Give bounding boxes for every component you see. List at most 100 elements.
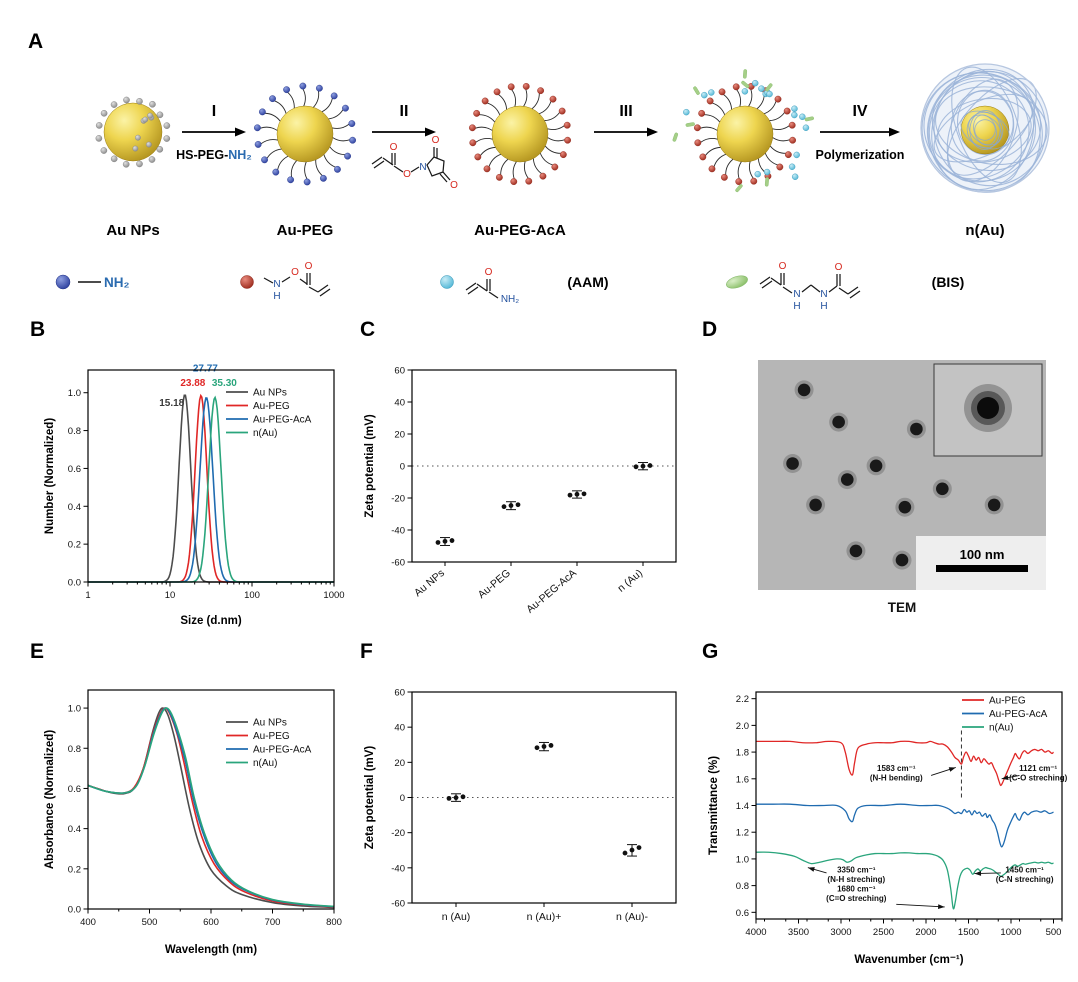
nanoparticle — [809, 498, 822, 512]
data-point — [636, 845, 642, 851]
y-tick-label: 60 — [394, 366, 405, 377]
au-peg-sphere — [254, 82, 356, 186]
legend-label: Au-PEG — [989, 696, 1026, 707]
atom-o: O — [432, 135, 440, 146]
legend-label: Au-PEG-AcA — [253, 745, 312, 756]
category-label: n (Au)+ — [527, 911, 562, 923]
y-axis-label: Absorbance (Normalized) — [44, 730, 56, 869]
annotation-text: 1583 cm⁻¹ — [877, 764, 916, 773]
chart-canvas-B: 15.18 23.88 27.77 35.30 Au NPs Au-PEG Au-PEG-A… — [44, 364, 345, 627]
peak-label: 27.77 — [193, 364, 218, 375]
data-point — [435, 540, 441, 545]
bis-structure: O O N H N H — [759, 261, 861, 312]
panel-letter-c: C — [360, 318, 376, 341]
x-axis-label: Wavelength (nm) — [165, 944, 257, 956]
x-tick-label: 1000 — [323, 590, 344, 601]
y-tick-label: 40 — [394, 398, 405, 409]
series-Au-PEG-AcA — [87, 707, 335, 908]
y-axis-label: Zeta potential (mV) — [364, 746, 376, 850]
reagent-text: HS-PEG- — [176, 148, 228, 162]
x-tick-label: 500 — [142, 917, 158, 928]
y-tick-label: 2.0 — [736, 721, 749, 732]
y-tick-label: 0.6 — [736, 908, 749, 919]
y-tick-label: 1.0 — [68, 704, 81, 715]
annotation-text: (C-O streching) — [1009, 773, 1068, 782]
atom-h: H — [273, 291, 280, 302]
legend: Au NPs Au-PEG Au-PEG-AcA n(Au) — [226, 718, 312, 769]
numeral-ii: II — [400, 103, 409, 120]
x-tick-label: 1500 — [958, 927, 979, 938]
category-label: Au-PEG-AcA — [524, 567, 579, 616]
panel-letter-e: E — [30, 640, 45, 663]
tem-caption: TEM — [887, 600, 917, 615]
peak-label: 23.88 — [180, 378, 205, 389]
data-point — [574, 491, 580, 497]
annotation-text: (C-N streching) — [996, 875, 1054, 884]
panel-letter-f: F — [360, 640, 373, 663]
numeral-iii: III — [619, 103, 632, 120]
au-nps-sphere — [95, 96, 171, 168]
data-point — [534, 745, 540, 751]
series-Au-PEG — [87, 707, 335, 908]
x-tick-label: 100 — [244, 590, 260, 601]
annotation-text: 3350 cm⁻¹ — [837, 865, 876, 874]
y-tick-label: -20 — [391, 828, 405, 839]
data-point — [453, 795, 459, 801]
atom-n: N — [793, 289, 800, 300]
data-point — [508, 503, 514, 508]
legend-label: n(Au) — [253, 428, 277, 439]
y-tick-label: 40 — [394, 723, 405, 734]
x-tick-label: 500 — [1046, 927, 1062, 938]
y-tick-label: 0 — [400, 793, 405, 804]
legend-label: Au NPs — [253, 718, 287, 729]
aam-label: (AAM) — [567, 274, 608, 290]
y-axis-label: Number (Normalized) — [44, 418, 56, 534]
atom-o: O — [390, 142, 398, 153]
plot-frame — [755, 691, 1063, 920]
series-Au NPs — [87, 707, 335, 909]
data-point — [647, 463, 653, 468]
annotation-text: 1121 cm⁻¹ — [1019, 764, 1057, 773]
peak-label: 35.30 — [212, 378, 237, 389]
y-tick-label: 1.0 — [736, 854, 749, 865]
tem-inset — [933, 363, 1043, 457]
atom-o: O — [305, 261, 313, 272]
chart-uvvis-absorbance: Au NPs Au-PEG Au-PEG-AcA n(Au) 400 500 600 700 8… — [40, 674, 348, 961]
y-tick-label: 0 — [400, 462, 405, 473]
data-point — [501, 504, 507, 510]
legend-label: Au NPs — [253, 388, 287, 399]
y-axis-label: Transmittance (%) — [708, 756, 720, 855]
nanoparticle — [832, 415, 845, 429]
monomer-mixture-sphere — [672, 69, 814, 193]
axis-ticks — [83, 707, 335, 914]
y-tick-label: 0.8 — [68, 426, 81, 437]
atom-o: O — [779, 261, 787, 272]
y-tick-label: 0.6 — [68, 464, 81, 475]
panel-letter-a: A — [28, 30, 44, 53]
series-Au-PEG — [756, 740, 1054, 787]
data-point — [449, 538, 455, 543]
y-tick-label: 0.2 — [68, 540, 81, 551]
arrow-step-i — [182, 127, 246, 137]
plot-frame — [411, 369, 677, 563]
scheme-legend: NH₂ N H O O O NH₂ (AAM) O O N — [55, 261, 964, 312]
y-tick-label: 1.6 — [736, 774, 749, 785]
atom-o: O — [450, 180, 458, 191]
panel-letter-b: B — [30, 318, 46, 341]
chart-canvas-C: Au NPs Au-PEG Au-PEG-AcA n (Au) -60 -40 -20 0 20… — [364, 366, 677, 616]
nanoparticle — [869, 459, 883, 473]
y-tick-label: 1.4 — [736, 801, 749, 812]
inset-nanoparticle — [977, 397, 999, 419]
y-tick-label: 0.0 — [68, 578, 81, 589]
polymerization-caption: Polymerization — [816, 148, 905, 162]
arrow-step-iii — [594, 127, 658, 137]
reagent-nh2: NH₂ — [228, 148, 252, 162]
y-axis-label: Zeta potential (mV) — [364, 414, 376, 518]
atom-o: O — [291, 267, 299, 278]
y-tick-label: 0.0 — [68, 905, 81, 916]
category-label: n (Au) — [442, 911, 471, 923]
category-label: n (Au) — [615, 567, 645, 595]
data-point — [622, 850, 628, 856]
plot-frame — [87, 369, 335, 583]
